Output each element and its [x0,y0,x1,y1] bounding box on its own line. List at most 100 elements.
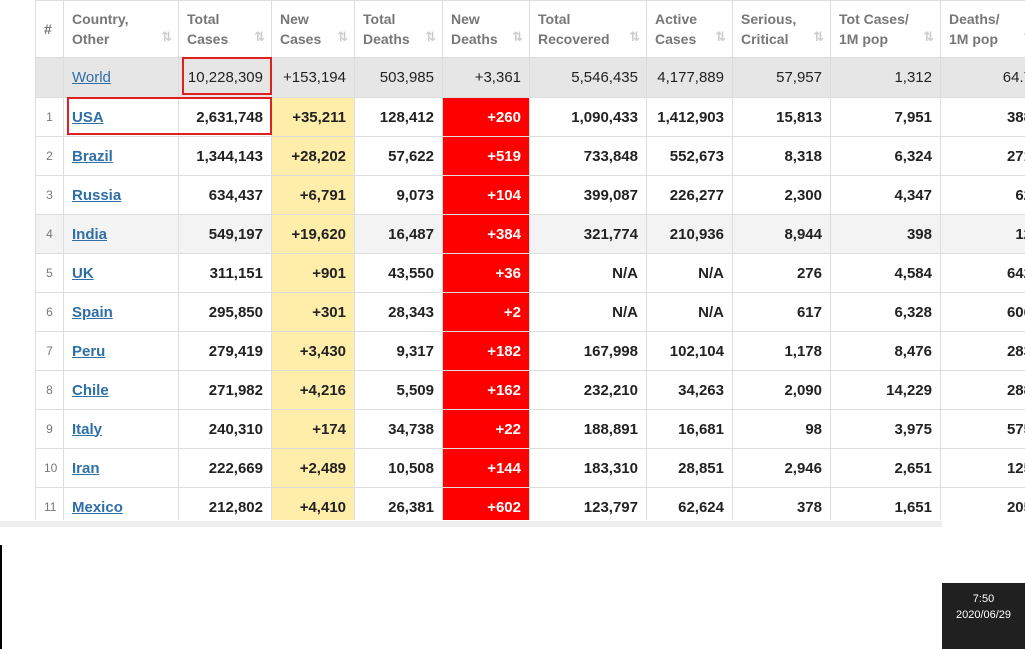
value-cell: 62 [940,175,1025,215]
value-cell: +22 [442,409,530,449]
value-cell: 128,412 [354,97,443,137]
country-link[interactable]: USA [72,108,104,126]
country-row: 6 Spain 295,850 +301 28,343 +2 N/A N/A 617 6,328 6… [35,292,1025,332]
value-cell: 321,774 [529,214,647,254]
rank-cell: 4 [35,214,64,254]
value-cell: 279,419 [178,331,272,371]
rank-cell: 1 [35,97,64,137]
value-cell: 388 [940,97,1025,137]
column-header: # [35,0,64,58]
world-row: World 10,228,309 +153,194 503,985 +3,361 5,54… [35,57,1025,98]
rank-cell: 8 [35,370,64,410]
country-cell: Italy [63,409,179,449]
value-cell: N/A [646,292,733,332]
column-header[interactable]: Total Recovered ⇅ [529,0,647,58]
column-header[interactable]: Tot Cases/1M pop ⇅ [830,0,941,58]
country-link[interactable]: Mexico [72,498,123,516]
header-text: 1M pop [839,31,888,47]
value-cell: 2,946 [732,448,831,488]
value-cell: +260 [442,97,530,137]
value-cell: 398 [830,214,941,254]
value-cell: N/A [646,253,733,293]
value-cell: 102,104 [646,331,733,371]
value-cell: 271 [940,136,1025,176]
sort-icon: ⇅ [923,29,934,44]
header-text: Serious, [741,11,797,27]
country-link[interactable]: India [72,225,108,243]
country-link[interactable]: Chile [72,381,109,399]
column-header[interactable]: Active Cases ⇅ [646,0,733,58]
value-cell: 552,673 [646,136,733,176]
value-cell: 733,848 [529,136,647,176]
column-header[interactable]: Total Cases ⇅ [178,0,272,58]
value-cell: 378 [732,487,831,520]
header-text: Deaths/ [949,11,1000,27]
country-link[interactable]: Russia [72,186,122,204]
rank-cell [35,57,64,98]
value-cell: 64.7 [940,57,1025,98]
country-link[interactable]: Iran [72,459,100,477]
header-text: Cases [187,31,229,47]
value-cell: 188,891 [529,409,647,449]
country-cell: Russia [63,175,179,215]
header-text: # [44,21,52,37]
header-text: Cases [280,31,322,47]
header-row: # Country, Other ⇅ Total Cases ⇅ New Cases ⇅ Total… [35,0,1025,58]
value-cell: 15,813 [732,97,831,137]
value-cell: 9,317 [354,331,443,371]
header-text: Tot Cases/ [839,11,909,27]
value-cell: 2,631,748 [178,97,272,137]
value-cell: 642 [940,253,1025,293]
value-cell: +162 [442,370,530,410]
header-text: Other [72,31,110,47]
column-header[interactable]: Deaths/1M pop ⇅ [940,0,1025,58]
rank-cell: 5 [35,253,64,293]
column-header[interactable]: Serious, Critical ⇅ [732,0,831,58]
column-header[interactable]: New Cases ⇅ [271,0,355,58]
country-cell: Iran [63,448,179,488]
value-cell: +602 [442,487,530,520]
table-container: # Country, Other ⇅ Total Cases ⇅ New Cases ⇅ Total… [35,0,1025,520]
value-cell: +6,791 [271,175,355,215]
value-cell: 10,508 [354,448,443,488]
value-cell: 3,975 [830,409,941,449]
value-cell: N/A [529,292,647,332]
value-cell: +384 [442,214,530,254]
value-cell: 28,343 [354,292,443,332]
country-link[interactable]: Italy [72,420,103,438]
clock-date: 2020/06/29 [955,609,1012,621]
value-cell: N/A [529,253,647,293]
column-header[interactable]: Total Deaths ⇅ [354,0,443,58]
value-cell: 271,982 [178,370,272,410]
rank-cell: 3 [35,175,64,215]
header-text: New [451,11,480,27]
rank-cell: 10 [35,448,64,488]
column-header[interactable]: Country, Other ⇅ [63,0,179,58]
value-cell: 16,487 [354,214,443,254]
value-cell: +174 [271,409,355,449]
country-link[interactable]: UK [72,264,94,282]
column-header[interactable]: New Deaths ⇅ [442,0,530,58]
header-text: Active [655,11,698,27]
value-cell: +182 [442,331,530,371]
value-cell: +104 [442,175,530,215]
country-link[interactable]: Peru [72,342,106,360]
country-link[interactable]: Spain [72,303,113,321]
value-cell: 4,584 [830,253,941,293]
country-cell: Brazil [63,136,179,176]
value-cell: 283 [940,331,1025,371]
value-cell: 1,412,903 [646,97,733,137]
value-cell: 34,738 [354,409,443,449]
value-cell: 6,328 [830,292,941,332]
value-cell: 26,381 [354,487,443,520]
value-cell: 1,312 [830,57,941,98]
taskbar-clock[interactable]: 7:50 2020/06/29 [942,583,1025,649]
rank-cell: 9 [35,409,64,449]
value-cell: 295,850 [178,292,272,332]
value-cell: 57,622 [354,136,443,176]
sort-icon: ⇅ [629,29,640,44]
country-link[interactable]: Brazil [72,147,113,165]
value-cell: +3,361 [442,57,530,98]
